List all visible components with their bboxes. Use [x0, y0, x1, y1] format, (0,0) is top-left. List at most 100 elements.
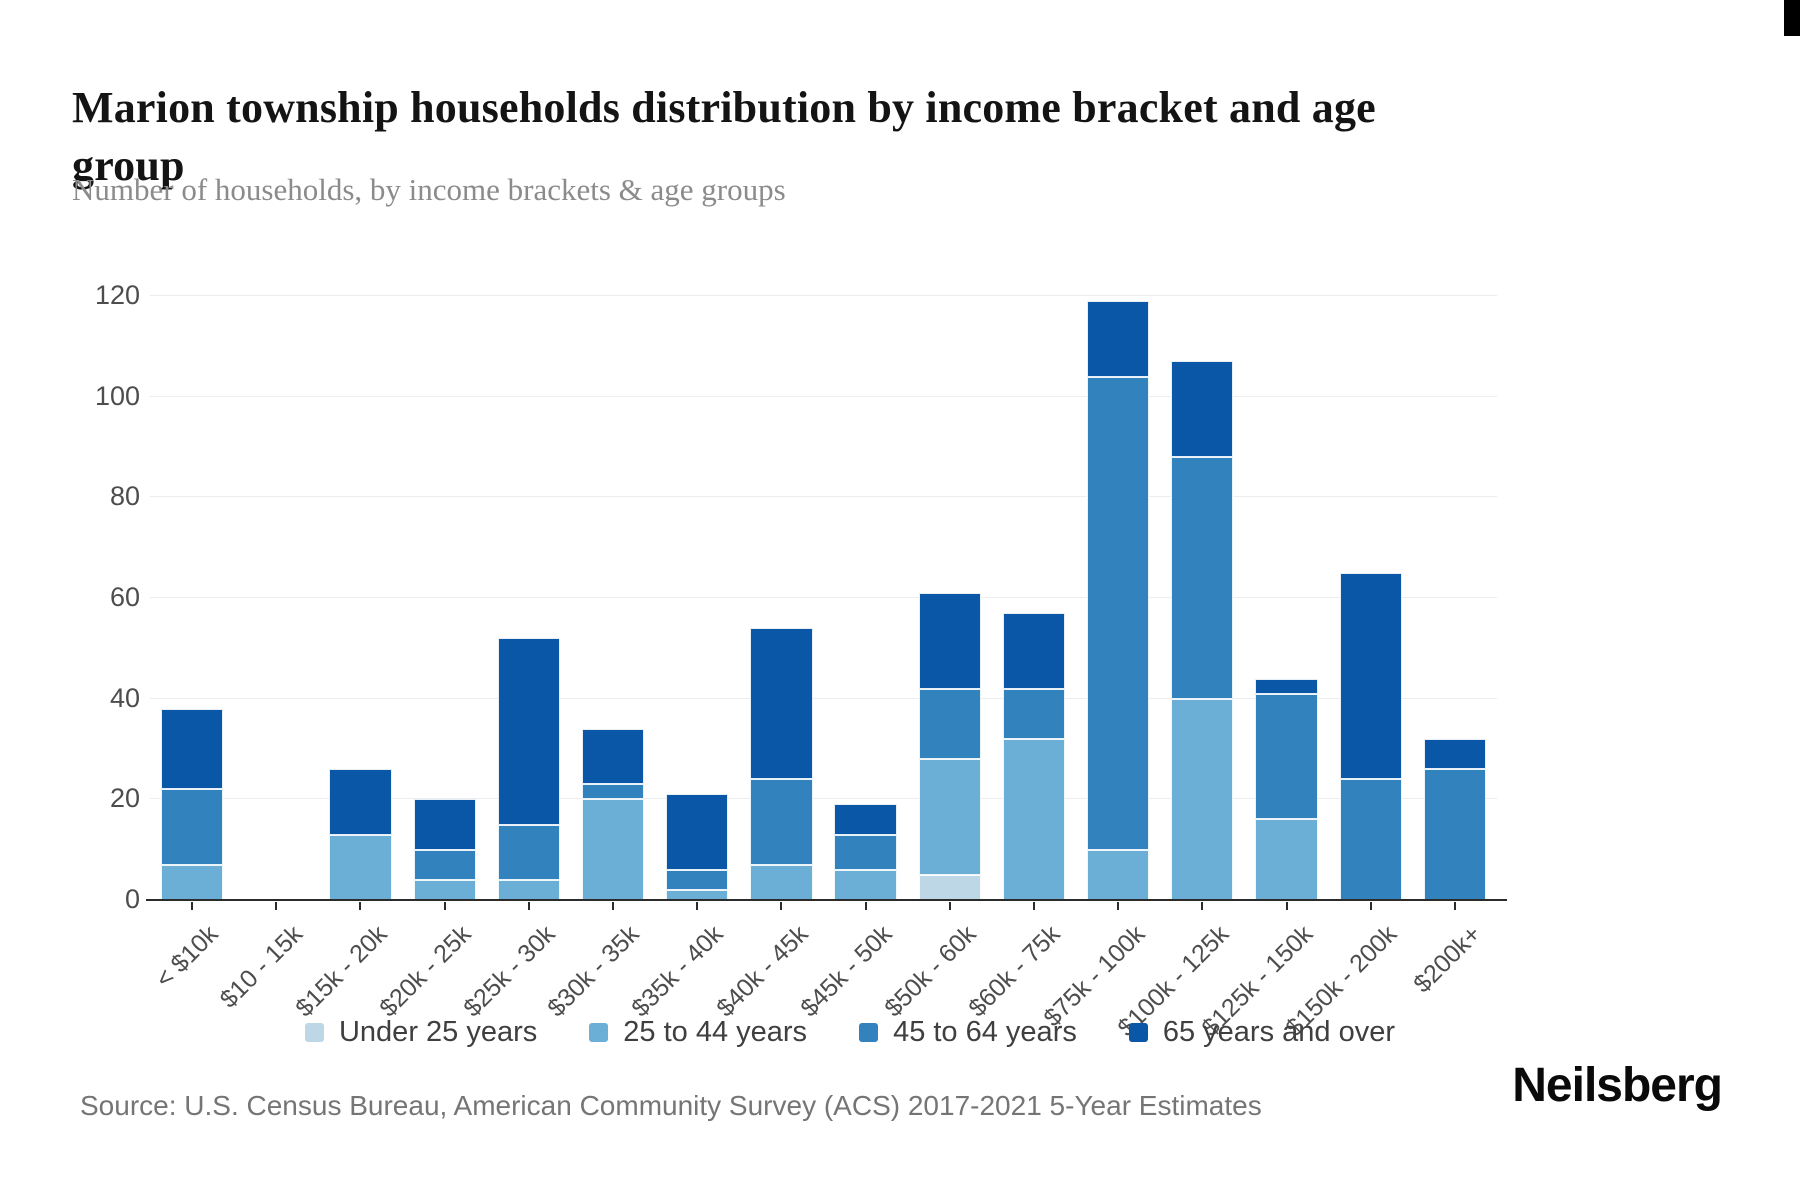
stacked-bar	[581, 728, 645, 900]
x-axis-tick-label: $30k - 35k	[542, 920, 645, 1023]
gridline	[150, 395, 1497, 397]
legend-item[interactable]: 65 years and over	[1128, 1016, 1396, 1049]
bar-segment[interactable]	[1087, 376, 1150, 850]
bar-column	[1329, 296, 1413, 900]
bar-segment[interactable]	[413, 849, 476, 880]
x-axis-tick	[612, 902, 615, 910]
x-axis-tick	[275, 902, 278, 910]
bar-column	[487, 296, 571, 900]
bar-segment[interactable]	[329, 834, 392, 900]
gridline	[150, 496, 1497, 498]
bar-segment[interactable]	[1087, 301, 1150, 377]
bar-column	[571, 296, 655, 900]
bar-segment[interactable]	[581, 784, 645, 800]
bar-column	[655, 296, 739, 900]
legend: Under 25 years 25 to 44 years 45 to 64 yea…	[150, 1016, 1550, 1049]
stacked-bar	[329, 769, 392, 900]
stacked-bar	[834, 804, 897, 900]
legend-item[interactable]: 25 to 44 years	[589, 1016, 807, 1049]
x-axis-tick-label: $40k - 45k	[710, 920, 814, 1023]
stacked-bar	[750, 628, 813, 900]
x-axis-tick	[1369, 902, 1372, 910]
stacked-bar	[1339, 572, 1402, 900]
bar-column	[318, 296, 402, 900]
stacked-bar	[1171, 361, 1234, 900]
bar-segment[interactable]	[1002, 688, 1066, 739]
x-axis-tick-label: < $10k	[150, 920, 224, 994]
legend-item[interactable]: 45 to 64 years	[859, 1016, 1077, 1049]
x-axis-tick	[1453, 902, 1456, 910]
bar-segment[interactable]	[834, 869, 897, 900]
bar-segment[interactable]	[329, 769, 392, 835]
stacked-bar	[1002, 613, 1066, 900]
gridline	[150, 597, 1497, 598]
legend-swatch	[1128, 1023, 1148, 1042]
x-axis-line	[146, 899, 1507, 901]
legend-swatch	[304, 1023, 324, 1042]
bar-column	[908, 296, 992, 900]
y-axis-tick-label: 40	[109, 682, 140, 713]
bar-segment[interactable]	[666, 869, 729, 890]
bar-segment[interactable]	[750, 628, 813, 780]
bar-segment[interactable]	[160, 864, 224, 900]
bar-segment[interactable]	[918, 688, 981, 760]
bar-segment[interactable]	[1002, 738, 1066, 900]
bar-column	[824, 296, 908, 900]
bar-segment[interactable]	[497, 824, 560, 880]
x-axis-tick-label: $200k+	[1408, 920, 1487, 999]
bar-segment[interactable]	[160, 708, 224, 790]
bar-segment[interactable]	[581, 799, 645, 900]
x-axis-tick	[948, 902, 951, 910]
bar-segment[interactable]	[413, 799, 476, 850]
bar-segment[interactable]	[160, 789, 224, 865]
bar-column	[1076, 296, 1160, 900]
bar-segment[interactable]	[918, 874, 981, 900]
bar-segment[interactable]	[1339, 779, 1402, 900]
bar-segment[interactable]	[834, 834, 897, 870]
stacked-bar	[497, 638, 560, 900]
bar-segment[interactable]	[1255, 693, 1318, 820]
page-subtitle: Number of households, by income brackets…	[72, 172, 786, 207]
bar-segment[interactable]	[1339, 572, 1402, 780]
bar-column	[1244, 296, 1328, 900]
legend-swatch	[859, 1023, 879, 1042]
x-axis: < $10k $10 - 15k $15k - 20k $20k - 25k $25k …	[150, 900, 1497, 1080]
bar-segment[interactable]	[497, 638, 560, 825]
bar-segment[interactable]	[1087, 849, 1150, 900]
legend-label: 65 years and over	[1162, 1016, 1396, 1048]
corner-mark	[1784, 0, 1800, 36]
bar-segment[interactable]	[497, 879, 560, 900]
legend-item[interactable]: Under 25 years	[304, 1016, 538, 1049]
x-axis-tick	[359, 902, 362, 910]
bar-segment[interactable]	[1255, 678, 1318, 694]
bar-segment[interactable]	[413, 879, 476, 900]
bar-segment[interactable]	[918, 759, 981, 875]
x-axis-tick	[864, 902, 867, 910]
bar-segment[interactable]	[918, 593, 981, 689]
bar-segment[interactable]	[666, 794, 729, 870]
bar-segment[interactable]	[1255, 819, 1318, 900]
gridline	[150, 798, 1497, 800]
x-axis-tick	[1285, 902, 1288, 910]
bar-segment[interactable]	[750, 779, 813, 865]
stacked-bar	[160, 708, 224, 900]
bar-segment[interactable]	[750, 864, 813, 900]
plot-area	[146, 295, 1507, 901]
x-axis-tick	[696, 902, 699, 910]
bar-segment[interactable]	[1171, 457, 1234, 699]
bar-segment[interactable]	[581, 728, 645, 785]
bar-segment[interactable]	[1002, 613, 1066, 689]
bar-segment[interactable]	[1423, 769, 1487, 900]
stacked-bar	[1087, 301, 1150, 900]
legend-label: Under 25 years	[338, 1016, 538, 1048]
stacked-bar	[1255, 678, 1318, 900]
stacked-bar	[666, 794, 729, 900]
bar-column	[739, 296, 823, 900]
bar-segment[interactable]	[1171, 361, 1234, 458]
bar-segment[interactable]	[1171, 698, 1234, 900]
source-note: Source: U.S. Census Bureau, American Com…	[80, 1090, 1262, 1121]
stacked-bar	[1423, 738, 1487, 900]
bar-segment[interactable]	[834, 804, 897, 835]
bar-segment[interactable]	[1423, 738, 1487, 770]
